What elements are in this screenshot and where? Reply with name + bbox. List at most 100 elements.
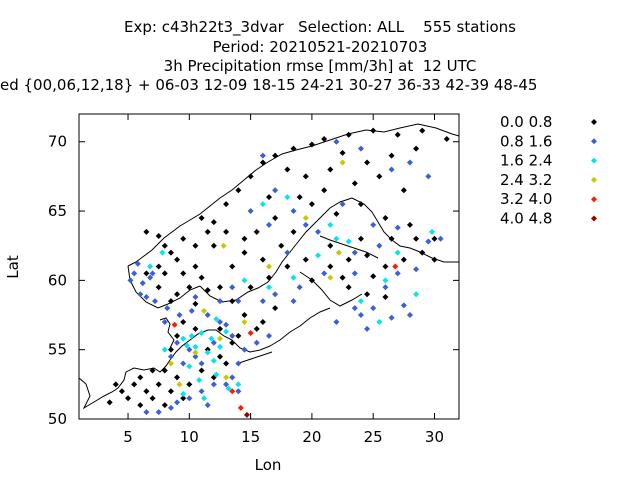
station-point [290, 228, 297, 235]
station-point [186, 346, 193, 353]
station-point [161, 270, 168, 277]
station-point [223, 228, 230, 235]
station-point [388, 235, 395, 242]
station-point [183, 342, 190, 349]
station-point [394, 249, 401, 256]
station-point [235, 332, 242, 339]
legend-marker [591, 138, 597, 145]
station-point [155, 284, 162, 291]
station-point [429, 228, 436, 235]
station-point [143, 409, 150, 416]
station-point [333, 235, 340, 242]
station-point [192, 242, 199, 249]
station-point [266, 194, 272, 201]
x-axis-ticks: 5 10 15 20 25 30 [123, 114, 444, 446]
station-point [223, 328, 230, 335]
station-point [394, 224, 401, 231]
station-point [400, 256, 407, 263]
station-point [137, 374, 144, 381]
y-tick-label: 50 [48, 410, 67, 428]
station-point [333, 210, 340, 217]
station-point [406, 221, 413, 228]
station-point [392, 263, 399, 270]
station-point [180, 391, 187, 398]
station-point [357, 201, 364, 208]
station-point [180, 335, 187, 342]
station-point [321, 187, 328, 194]
station-point [259, 201, 266, 208]
station-point [308, 277, 315, 284]
station-point [131, 381, 138, 388]
station-point [357, 235, 364, 242]
station-point [204, 312, 211, 319]
station-point [229, 339, 236, 346]
station-point [216, 298, 223, 305]
station-point [229, 263, 236, 270]
station-point [155, 263, 162, 270]
station-point [186, 395, 193, 402]
station-point [127, 277, 134, 284]
station-point [259, 256, 266, 263]
station-point [192, 325, 199, 332]
station-point [188, 332, 195, 339]
station-point [180, 235, 187, 242]
station-point [192, 263, 199, 270]
y-tick-label: 60 [48, 271, 67, 289]
station-point [345, 284, 352, 291]
station-point [382, 284, 389, 291]
station-point [180, 318, 187, 325]
station-point [174, 339, 181, 346]
station-point [437, 235, 444, 242]
station-point [406, 159, 413, 166]
station-point [364, 325, 371, 332]
station-point [155, 409, 162, 416]
station-point [284, 166, 291, 173]
station-point [266, 221, 272, 228]
x-tick-label: 10 [180, 428, 199, 446]
station-point [204, 228, 211, 235]
legend-marker [591, 176, 597, 183]
station-point [413, 145, 420, 152]
station-point [376, 173, 383, 180]
station-point [192, 343, 199, 350]
station-point [364, 159, 371, 166]
station-point [204, 287, 211, 294]
station-point [339, 274, 346, 281]
station-point [266, 284, 272, 291]
station-point [284, 194, 291, 201]
y-axis-ticks: 50 55 60 65 70 [48, 133, 459, 428]
station-point [143, 270, 150, 277]
station-point [201, 395, 208, 402]
station-point [370, 127, 377, 134]
station-point [290, 145, 297, 152]
legend-marker [591, 157, 597, 164]
station-point [204, 349, 211, 356]
station-point [425, 238, 432, 245]
station-point [174, 399, 181, 406]
station-point [223, 360, 230, 367]
y-axis-label: Lat [4, 255, 22, 279]
station-point [131, 270, 138, 277]
station-point [159, 249, 166, 256]
x-tick-label: 15 [241, 428, 260, 446]
station-point [327, 274, 334, 281]
station-point [308, 141, 315, 148]
station-point [167, 298, 174, 305]
station-point [223, 381, 230, 388]
station-point [382, 263, 389, 270]
y-tick-label: 55 [48, 341, 67, 359]
chart-title-line-2: Period: 20210521-20210703 [212, 38, 428, 56]
station-point [216, 335, 223, 342]
station-point [192, 353, 199, 360]
station-point [106, 399, 113, 406]
station-point [235, 388, 242, 395]
station-point [180, 395, 187, 402]
station-point [167, 353, 174, 360]
station-point [152, 298, 158, 305]
station-point [302, 256, 309, 263]
station-point [204, 402, 211, 409]
legend-label: 3.2 4.0 [500, 190, 552, 208]
station-point [223, 201, 230, 208]
station-point [229, 374, 236, 381]
station-point [186, 363, 193, 370]
